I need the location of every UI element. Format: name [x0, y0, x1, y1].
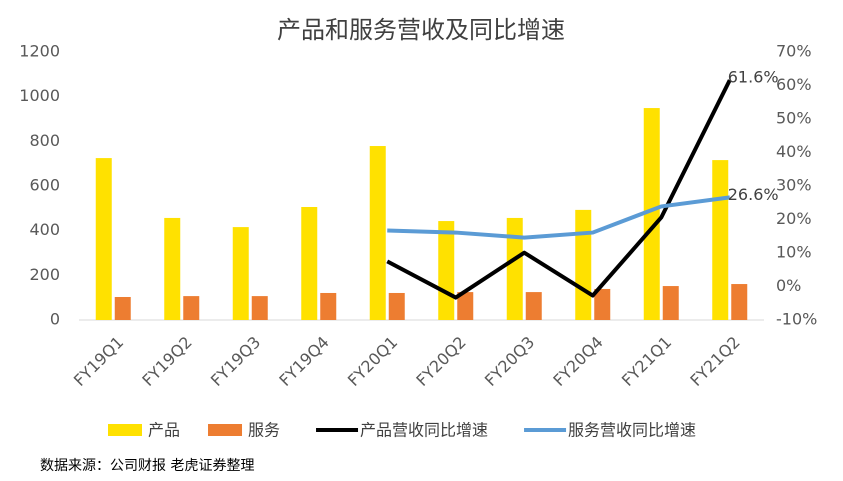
y-tick-label: 800 [29, 131, 60, 150]
bar [232, 227, 249, 320]
bar [369, 146, 386, 320]
bar [251, 296, 268, 320]
bar [594, 288, 611, 320]
bar [388, 292, 405, 320]
y-tick-label: 1200 [19, 42, 60, 61]
y2-tick-label: 0% [776, 276, 801, 295]
legend-label: 服务营收同比增速 [568, 421, 696, 440]
legend-swatch [108, 424, 142, 436]
y-tick-label: 200 [29, 265, 60, 284]
bar [731, 284, 748, 320]
legend-label: 产品 [148, 421, 180, 440]
line [386, 79, 732, 300]
bar [114, 296, 131, 320]
bar [320, 292, 337, 320]
bar [95, 158, 112, 320]
y-tick-label: 600 [29, 176, 60, 195]
y2-tick-label: 40% [776, 142, 812, 161]
bar [457, 292, 474, 320]
y2-tick-label: 20% [776, 209, 812, 228]
bar [712, 160, 729, 320]
y2-tick-label: -10% [776, 310, 817, 329]
bar [183, 296, 200, 320]
source-note: 数据来源：公司财报 老虎证券整理 [40, 458, 254, 474]
line [387, 195, 731, 240]
y-tick-label: 400 [29, 220, 60, 239]
y2-tick-label: 50% [776, 109, 812, 128]
legend-swatch [208, 424, 243, 436]
legend-label: 服务 [248, 421, 280, 440]
bar [164, 217, 181, 320]
bar [301, 206, 318, 320]
y2-tick-label: 70% [776, 42, 812, 61]
y2-tick-label: 30% [776, 176, 812, 195]
legend-label: 产品营收同比增速 [360, 421, 488, 440]
bar [438, 221, 455, 320]
data-label: 26.6% [728, 185, 779, 204]
chart-title: 产品和服务营收及同比增速 [277, 16, 565, 44]
y-tick-label: 0 [50, 310, 60, 329]
bar [575, 209, 592, 320]
data-label: 61.6% [728, 68, 779, 87]
y2-tick-label: 10% [776, 243, 812, 262]
y-tick-label: 1000 [19, 86, 60, 105]
bar [662, 286, 679, 320]
bar [525, 292, 542, 320]
bar [506, 217, 523, 320]
bar [643, 108, 660, 320]
y2-tick-label: 60% [776, 75, 812, 94]
